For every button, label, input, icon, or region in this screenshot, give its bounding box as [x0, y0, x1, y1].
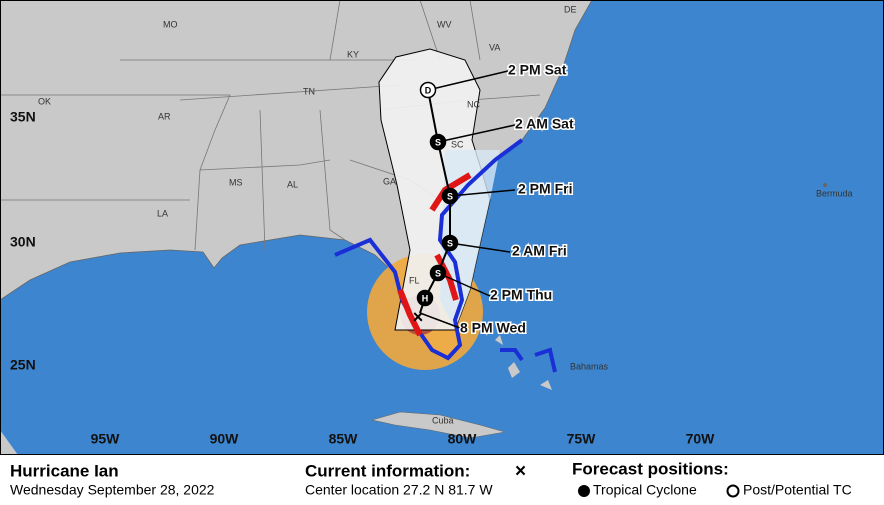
- forecast-time-label: 2 PM Thu: [490, 287, 552, 303]
- land: [0, 430, 18, 455]
- forecast-time-label: 2 PM Sat: [508, 62, 567, 78]
- bermuda: [823, 183, 827, 187]
- current-position: ×: [413, 307, 424, 327]
- state-label: GA: [383, 176, 396, 186]
- center-location: Center location 27.2 N 81.7 W: [305, 482, 493, 498]
- legend-label: Post/Potential TC: [743, 482, 852, 498]
- longitude-label: 85W: [329, 431, 359, 447]
- forecast-label-leaders: [419, 70, 516, 329]
- state-label: NC: [467, 99, 480, 109]
- region-label: Bahamas: [570, 361, 609, 371]
- forecast-point: [441, 234, 459, 252]
- state-label: DE: [564, 4, 577, 14]
- forecast-time-label: 2 PM Fri: [518, 181, 572, 197]
- latitude-label: 35N: [10, 109, 36, 125]
- longitude-label: 90W: [210, 431, 240, 447]
- forecast-point: [429, 133, 447, 151]
- state-label: VA: [489, 42, 500, 52]
- longitude-label: 70W: [686, 431, 716, 447]
- legend-marker: [726, 484, 740, 498]
- region-label: Cuba: [432, 415, 454, 425]
- forecast-point: [441, 187, 459, 205]
- legend-marker: [578, 485, 590, 497]
- longitude-label: 95W: [91, 431, 121, 447]
- forecast-point: [419, 81, 437, 99]
- bahamas: [495, 335, 552, 390]
- forecast-point-letter: S: [447, 238, 453, 248]
- longitude-label: 75W: [567, 431, 597, 447]
- state-label: TN: [303, 86, 315, 96]
- forecast-point-letter: S: [447, 191, 453, 201]
- state-label: SC: [451, 139, 464, 149]
- state-label: MS: [229, 177, 243, 187]
- state-label: LA: [157, 208, 168, 218]
- forecast-point: [429, 264, 447, 282]
- forecast-point-letter: S: [435, 268, 441, 278]
- state-label: OK: [38, 96, 51, 106]
- state-label: WV: [437, 19, 452, 29]
- cuba: [371, 411, 506, 439]
- forecast-time-label: 2 AM Sat: [515, 116, 574, 132]
- tropical-storm-watch: [500, 347, 557, 373]
- longitude-label: 80W: [448, 431, 478, 447]
- forecast-time-label: 8 PM Wed: [460, 320, 526, 336]
- forecast-point-letter: H: [422, 293, 429, 303]
- storm-name: Hurricane Ian: [10, 461, 119, 480]
- latitude-label: 30N: [10, 234, 36, 250]
- forecast-time-label: 2 AM Fri: [512, 243, 567, 259]
- date: Wednesday September 28, 2022: [10, 482, 215, 498]
- state-label: FL: [409, 275, 420, 285]
- legend-label: Tropical Cyclone: [593, 482, 697, 498]
- state-label: MO: [163, 19, 178, 29]
- latitude-label: 25N: [10, 357, 36, 373]
- state-label: KY: [347, 49, 359, 59]
- forecast-point: [416, 289, 434, 307]
- forecast-heading: Forecast positions:: [572, 459, 729, 478]
- state-label: AR: [158, 111, 171, 121]
- current-heading: Current information:: [305, 461, 470, 480]
- state-label: AL: [287, 179, 298, 189]
- forecast-point-letter: D: [425, 85, 432, 95]
- region-label: Bermuda: [816, 188, 853, 198]
- forecast-point-letter: S: [435, 137, 441, 147]
- current-symbol: ×: [515, 461, 526, 482]
